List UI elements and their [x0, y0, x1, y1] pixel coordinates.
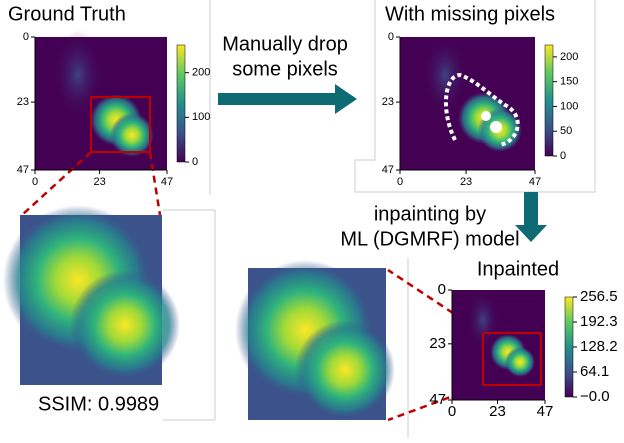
- x-tick-label: 0: [448, 403, 456, 420]
- panel-title: With missing pixels: [385, 3, 555, 25]
- x-tick-label: 47: [161, 176, 173, 188]
- colorbar-tick-label: 100: [192, 111, 210, 123]
- y-tick-label: 0: [388, 31, 394, 43]
- colorbar-tick-label: 200: [560, 51, 578, 63]
- heatmap-inpainted: [452, 290, 545, 400]
- colorbar: [545, 45, 553, 156]
- y-tick-label: 23: [382, 96, 394, 108]
- colorbar-tick-label: 50: [560, 125, 572, 137]
- heatmap-ground-truth: [35, 30, 167, 170]
- colorbar-tick-label: 256.5: [580, 288, 618, 305]
- y-tick-label: 23: [429, 335, 446, 352]
- colorbar: [177, 45, 185, 162]
- arrow-label: some pixels: [232, 58, 338, 80]
- x-tick-label: 23: [93, 176, 105, 188]
- model-label: inpainting by: [374, 203, 486, 225]
- x-tick-label: 47: [537, 403, 554, 420]
- colorbar: [565, 297, 573, 397]
- colorbar-tick-label: −0.0: [580, 388, 610, 405]
- colorbar-tick-label: 0: [560, 150, 566, 162]
- figure: Ground Truth With missing pixels Inpaint…: [0, 0, 624, 438]
- y-tick-label: 47: [429, 391, 446, 408]
- x-tick-label: 47: [529, 176, 541, 188]
- colorbar-tick-label: 150: [560, 76, 578, 88]
- y-tick-label: 0: [438, 281, 446, 298]
- y-tick-label: 47: [382, 164, 394, 176]
- colorbar-tick-label: 200: [192, 67, 210, 79]
- colorbar-tick-label: 100: [560, 100, 578, 112]
- x-tick-label: 0: [397, 176, 403, 188]
- zoom-inpainted: [235, 260, 395, 420]
- colorbar-tick-label: 0: [192, 156, 198, 168]
- y-tick-label: 23: [17, 96, 29, 108]
- zoom-ground-truth: [3, 205, 180, 385]
- ssim-label: SSIM: 0.9989: [38, 393, 159, 415]
- model-label: ML (DGMRF) model: [340, 228, 519, 250]
- y-tick-label: 47: [17, 164, 29, 176]
- arrow-label: Manually drop: [222, 33, 348, 55]
- colorbar-tick-label: 128.2: [580, 338, 618, 355]
- colorbar-tick-label: 64.1: [580, 363, 609, 380]
- x-tick-label: 0: [32, 176, 38, 188]
- panel-title: Inpainted: [477, 258, 559, 280]
- x-tick-label: 23: [489, 403, 506, 420]
- y-tick-label: 0: [23, 31, 29, 43]
- panel-title: Ground Truth: [8, 3, 126, 25]
- heatmap-missing: [400, 35, 535, 170]
- colorbar-tick-label: 192.3: [580, 313, 618, 330]
- x-tick-label: 23: [460, 176, 472, 188]
